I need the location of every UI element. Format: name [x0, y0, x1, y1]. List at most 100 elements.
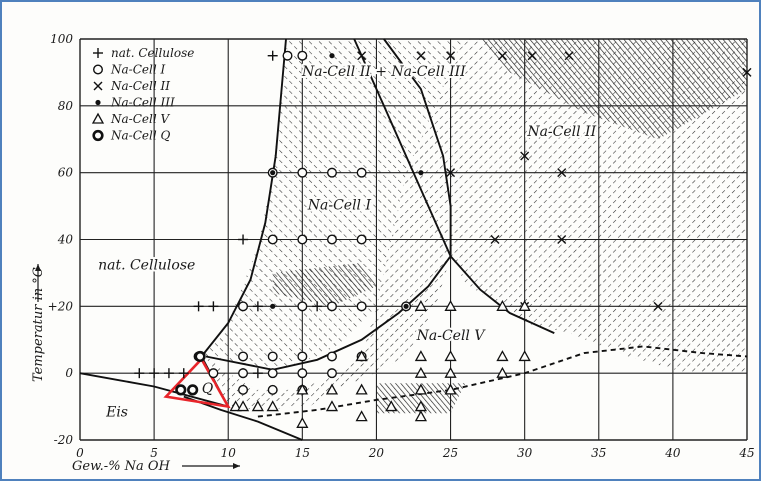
y-tick-label: 0 [65, 366, 73, 380]
circle-point [326, 368, 337, 379]
cross-point [497, 51, 507, 61]
x-tick-label: 15 [295, 446, 310, 460]
triangle-point [414, 350, 428, 362]
x-tick-label: 30 [517, 446, 533, 460]
triangle-point [325, 400, 339, 412]
dot-point [270, 170, 276, 176]
region-hatch-b [201, 39, 463, 370]
triangle-point [444, 350, 457, 362]
cross-point [557, 168, 567, 178]
cross-point [520, 151, 530, 161]
cross-point [742, 67, 752, 77]
plus-point [208, 301, 219, 312]
legend-cross-icon [93, 81, 103, 91]
y-tick-label: 60 [58, 166, 74, 180]
cross-point [446, 51, 456, 61]
circle-point [282, 50, 293, 61]
x-tick-label: 10 [221, 446, 237, 460]
boundary-natcell-left [200, 38, 287, 358]
region-dense-low [376, 383, 466, 414]
region-dense-mid [272, 262, 377, 307]
circle-point [326, 301, 337, 312]
circle-point [326, 351, 337, 362]
circle-point [267, 368, 278, 379]
triangle-point [325, 383, 339, 395]
plus-point [267, 50, 278, 61]
circle-point [238, 301, 249, 312]
region-label: Na-Cell II + Na-Cell III [301, 64, 466, 80]
triangle-point [355, 350, 368, 362]
circle-point [326, 234, 337, 245]
plus-point [238, 234, 249, 245]
triangle-point [518, 299, 531, 311]
circle-point [297, 167, 308, 178]
legend-label: Na-Cell III [110, 96, 175, 110]
cross-point [416, 51, 426, 61]
plus-point [178, 368, 189, 379]
boundary-eis-upper [79, 372, 229, 408]
x-tick-label: 40 [664, 446, 681, 460]
triangle-point [444, 299, 457, 311]
x-tick-label: 0 [76, 446, 84, 460]
region-hatch-a [206, 39, 747, 410]
region-label: Na-Cell V [416, 328, 487, 344]
bold-circle-point [175, 384, 187, 396]
cross-point [490, 235, 500, 244]
region-dense-top-right [480, 39, 747, 140]
x-tick-label: 45 [738, 446, 754, 460]
triangle-point [518, 350, 531, 362]
x-axis-arrowhead [233, 463, 240, 469]
region-label: nat. Cellulose [98, 258, 195, 274]
x-axis-title: Gew.-% Na OH [72, 459, 171, 474]
y-tick-label: 40 [57, 233, 74, 247]
boundary-cell2-cell5 [449, 255, 555, 334]
triangle-point [414, 410, 428, 422]
circle-point [356, 234, 367, 245]
triangle-point [414, 366, 428, 378]
triangle-point [229, 400, 242, 412]
triangle-point [414, 299, 428, 311]
legend-triangle-icon [91, 112, 105, 124]
region-label: Na-Cell II [526, 124, 596, 140]
x-tick-label: 25 [442, 446, 458, 460]
circle-point [238, 368, 249, 379]
circle-point [297, 50, 308, 61]
x-tick-label: 5 [150, 446, 158, 460]
circle-point [267, 234, 278, 245]
y-tick-label: 100 [50, 32, 73, 46]
legend-label: Na-Cell I [110, 63, 165, 77]
cross-point [446, 168, 456, 178]
triangle-point [355, 410, 368, 422]
region-label: Eis [105, 405, 128, 421]
legend-label: Na-Cell II [110, 79, 170, 93]
y-axis-title: Temperatur in °C [31, 267, 46, 382]
triangle-point [496, 350, 509, 362]
legend-label: Na-Cell V [110, 112, 170, 126]
triangle-point [296, 416, 309, 428]
cross-point [653, 301, 663, 311]
cross-point [564, 51, 574, 61]
circle-point [267, 351, 278, 362]
circle-point [208, 368, 219, 379]
region-label: Na-Cell I [307, 197, 372, 213]
circle-point [238, 384, 249, 395]
legend-label: Na-Cell Q [110, 129, 170, 143]
region-label: Q [202, 381, 214, 397]
triangle-point [414, 383, 428, 395]
circle-point [356, 167, 367, 178]
circle-point [238, 351, 249, 362]
triangle-point [444, 383, 457, 395]
circle-point [267, 384, 278, 395]
legend-circle-icon [92, 64, 103, 75]
bold-circle-point [194, 350, 206, 363]
legend-plus-icon [93, 48, 103, 58]
cross-point [357, 51, 367, 61]
legend-dot-icon [95, 99, 101, 106]
circle-point [297, 351, 308, 362]
x-tick-label: 20 [368, 446, 385, 460]
circle-point [297, 368, 308, 379]
dot-point [270, 303, 276, 309]
triangle-point [444, 366, 457, 378]
plus-point [252, 301, 263, 312]
